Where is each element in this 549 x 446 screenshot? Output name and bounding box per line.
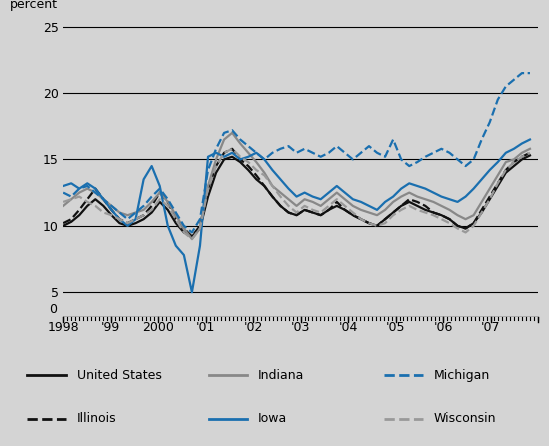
Text: '07: '07 bbox=[481, 321, 500, 334]
Text: Michigan: Michigan bbox=[434, 369, 490, 382]
Text: '01: '01 bbox=[196, 321, 215, 334]
Text: Iowa: Iowa bbox=[258, 412, 287, 425]
Text: '02: '02 bbox=[243, 321, 263, 334]
Text: 1998: 1998 bbox=[47, 321, 79, 334]
Text: '99: '99 bbox=[101, 321, 120, 334]
Text: '04: '04 bbox=[338, 321, 358, 334]
Text: Illinois: Illinois bbox=[77, 412, 116, 425]
Text: Wisconsin: Wisconsin bbox=[434, 412, 496, 425]
Text: '03: '03 bbox=[291, 321, 310, 334]
Text: 2000: 2000 bbox=[142, 321, 174, 334]
Text: percent: percent bbox=[9, 0, 58, 11]
Text: Indiana: Indiana bbox=[258, 369, 304, 382]
Text: 0: 0 bbox=[49, 303, 58, 316]
Text: United States: United States bbox=[77, 369, 162, 382]
Text: '05: '05 bbox=[386, 321, 405, 334]
Text: '06: '06 bbox=[433, 321, 453, 334]
